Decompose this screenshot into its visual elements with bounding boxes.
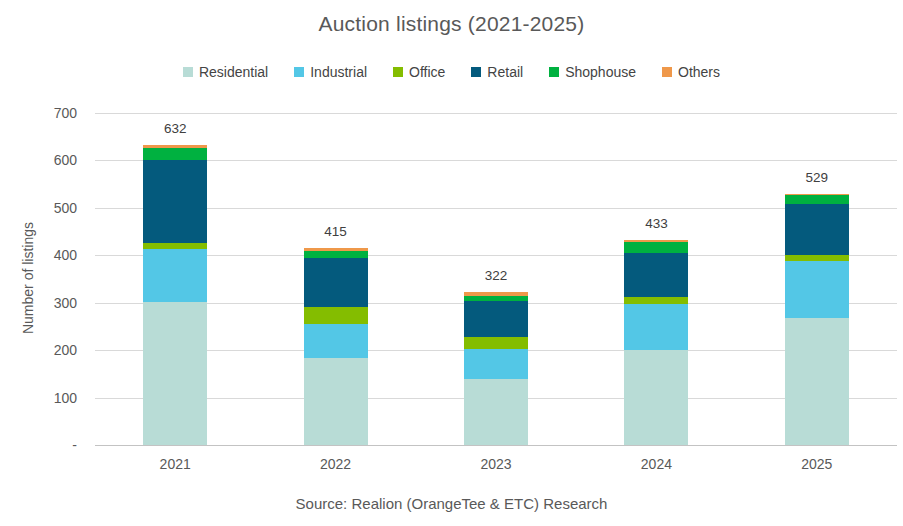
bar-segment-residential-2022 <box>304 358 368 445</box>
bar-segment-industrial-2023 <box>464 349 528 379</box>
x-label-2024: 2024 <box>596 456 716 472</box>
bar-2022 <box>304 248 368 445</box>
y-tick-300: 300 <box>5 295 77 311</box>
y-axis-title: Number of listings <box>20 222 36 334</box>
legend: Residential Industrial Office Retail Shophou… <box>0 64 903 80</box>
bar-segment-retail-2024 <box>624 253 688 297</box>
bar-2023 <box>464 292 528 445</box>
bar-segment-shophouse-2024 <box>624 242 688 253</box>
bar-segment-industrial-2025 <box>785 261 849 317</box>
bar-segment-industrial-2022 <box>304 324 368 359</box>
bar-segment-office-2022 <box>304 307 368 324</box>
bar-segment-residential-2025 <box>785 318 849 445</box>
legend-item-office: Office <box>393 64 445 80</box>
legend-label: Others <box>678 64 720 80</box>
legend-item-shophouse: Shophouse <box>549 64 636 80</box>
legend-swatch-others-icon <box>662 67 672 77</box>
legend-swatch-industrial-icon <box>294 67 304 77</box>
bar-2024 <box>624 240 688 445</box>
bar-segment-retail-2021 <box>143 160 207 243</box>
legend-label: Office <box>409 64 445 80</box>
bar-2021 <box>143 145 207 445</box>
legend-item-others: Others <box>662 64 720 80</box>
legend-item-retail: Retail <box>471 64 523 80</box>
legend-label: Shophouse <box>565 64 636 80</box>
source-note: Source: Realion (OrangeTee & ETC) Resear… <box>0 495 903 512</box>
gridline-400 <box>95 255 897 256</box>
bar-segment-shophouse-2025 <box>785 195 849 204</box>
bar-segment-retail-2025 <box>785 204 849 255</box>
x-label-2023: 2023 <box>436 456 556 472</box>
bar-segment-residential-2021 <box>143 302 207 445</box>
bar-segment-office-2023 <box>464 337 528 348</box>
gridline-700 <box>95 113 897 114</box>
legend-item-industrial: Industrial <box>294 64 367 80</box>
y-tick-500: 500 <box>5 200 77 216</box>
bar-segment-industrial-2024 <box>624 304 688 350</box>
bar-2025 <box>785 194 849 445</box>
legend-label: Industrial <box>310 64 367 80</box>
bar-segment-shophouse-2022 <box>304 251 368 258</box>
y-tick-100: 100 <box>5 390 77 406</box>
legend-item-residential: Residential <box>183 64 268 80</box>
legend-swatch-retail-icon <box>471 67 481 77</box>
bar-segment-residential-2024 <box>624 350 688 445</box>
auction-listings-chart: Auction listings (2021-2025) Residential… <box>0 0 903 526</box>
legend-label: Retail <box>487 64 523 80</box>
x-label-2025: 2025 <box>757 456 877 472</box>
plot-area: 632 415 322 433 529 <box>95 113 897 445</box>
y-tick-200: 200 <box>5 342 77 358</box>
legend-swatch-residential-icon <box>183 67 193 77</box>
y-tick-700: 700 <box>5 105 77 121</box>
bar-segment-retail-2022 <box>304 258 368 307</box>
bar-segment-office-2025 <box>785 255 849 262</box>
bar-total-2024: 433 <box>614 216 698 231</box>
y-tick-0: - <box>5 437 77 453</box>
bar-segment-retail-2023 <box>464 301 528 337</box>
gridline-0 <box>95 445 897 446</box>
bar-segment-residential-2023 <box>464 379 528 445</box>
y-tick-600: 600 <box>5 152 77 168</box>
bar-total-2022: 415 <box>294 224 378 239</box>
y-tick-400: 400 <box>5 247 77 263</box>
gridline-500 <box>95 208 897 209</box>
bar-segment-industrial-2021 <box>143 249 207 302</box>
x-label-2021: 2021 <box>115 456 235 472</box>
gridline-600 <box>95 160 897 161</box>
bar-segment-shophouse-2021 <box>143 148 207 161</box>
legend-swatch-shophouse-icon <box>549 67 559 77</box>
legend-label: Residential <box>199 64 268 80</box>
bar-total-2021: 632 <box>133 121 217 136</box>
legend-swatch-office-icon <box>393 67 403 77</box>
bar-total-2025: 529 <box>775 170 859 185</box>
bar-total-2023: 322 <box>454 268 538 283</box>
bar-segment-office-2024 <box>624 297 688 304</box>
chart-title: Auction listings (2021-2025) <box>0 12 903 36</box>
x-label-2022: 2022 <box>276 456 396 472</box>
